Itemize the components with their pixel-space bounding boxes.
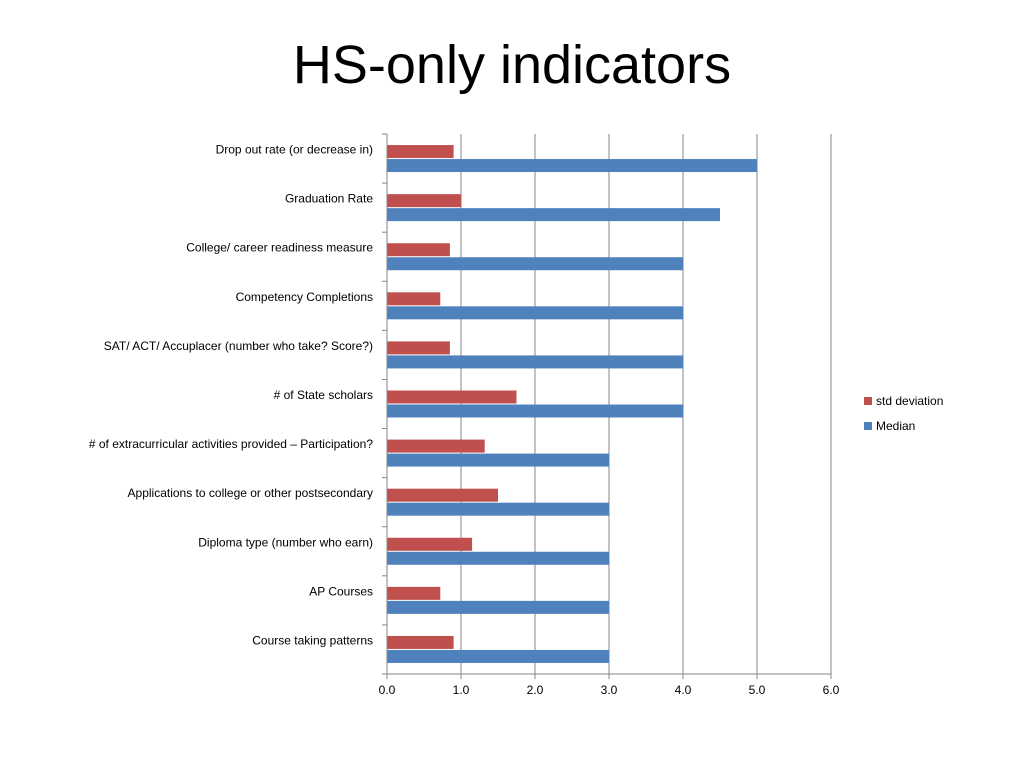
bar-std-deviation [387,243,450,257]
bars [387,145,757,663]
category-labels: Drop out rate (or decrease in) Graduation… [89,143,373,648]
bar-std-deviation [387,390,517,404]
bar-median [387,600,609,614]
axes [382,133,832,679]
bar-std-deviation [387,292,441,306]
x-tick-label: 3.0 [601,683,618,697]
bar-std-deviation [387,194,461,208]
bar-std-deviation [387,439,485,453]
x-tick-label: 0.0 [379,683,396,697]
legend-swatch-median [864,422,872,430]
category-label: AP Courses [309,584,373,598]
category-label: # of extracurricular activities provided… [89,437,373,451]
bar-std-deviation [387,341,450,355]
bar-median [387,453,609,467]
bar-median [387,502,609,516]
legend-label: Median [876,419,915,433]
bar-median [387,159,757,173]
x-tick-label: 6.0 [823,683,840,697]
legend: std deviation Median [864,394,943,433]
bar-median [387,208,720,222]
bar-std-deviation [387,145,454,159]
category-label: Graduation Rate [285,192,373,206]
category-label: College/ career readiness measure [186,241,373,255]
x-tick-label: 1.0 [453,683,470,697]
bar-std-deviation [387,488,498,502]
category-label: SAT/ ACT/ Accuplacer (number who take? S… [104,339,373,353]
bar-median [387,306,683,320]
bar-std-deviation [387,537,473,551]
x-tick-label: 5.0 [749,683,766,697]
bar-median [387,257,683,271]
legend-label: std deviation [876,394,943,408]
bar-median [387,355,683,369]
category-label: Competency Completions [236,290,373,304]
x-tick-label: 2.0 [527,683,544,697]
category-label: Drop out rate (or decrease in) [216,143,373,157]
category-label: Applications to college or other postsec… [128,486,373,500]
bar-median [387,551,609,565]
category-label: # of State scholars [274,388,373,402]
category-label: Course taking patterns [252,633,373,647]
gridlines [460,134,832,674]
bar-std-deviation [387,586,441,600]
bar-std-deviation [387,635,454,649]
x-tick-label: 4.0 [675,683,692,697]
bar-median [387,649,609,663]
legend-swatch-std-deviation [864,397,872,405]
bar-median [387,404,683,418]
category-label: Diploma type (number who earn) [198,535,373,549]
slide-title: HS-only indicators [292,35,732,95]
x-tick-labels: 0.0 1.0 2.0 3.0 4.0 5.0 6.0 [379,683,840,697]
